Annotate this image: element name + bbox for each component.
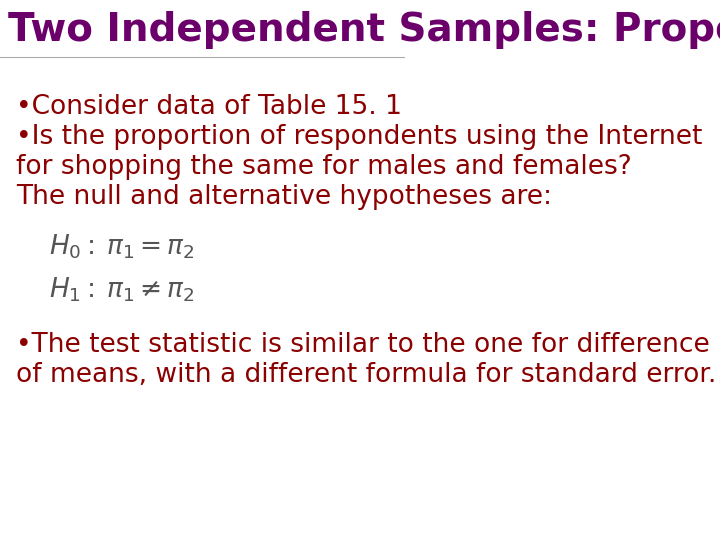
Text: The null and alternative hypotheses are:: The null and alternative hypotheses are: <box>16 184 552 210</box>
Text: •Consider data of Table 15. 1: •Consider data of Table 15. 1 <box>16 94 402 120</box>
Text: of means, with a different formula for standard error.: of means, with a different formula for s… <box>16 362 716 388</box>
Text: •Is the proportion of respondents using the Internet: •Is the proportion of respondents using … <box>16 124 703 150</box>
Text: •The test statistic is similar to the one for difference: •The test statistic is similar to the on… <box>16 332 710 358</box>
Text: Two Independent Samples: Proportions: Two Independent Samples: Proportions <box>8 11 720 49</box>
Text: $H_0:\: \pi_1 = \pi_2$: $H_0:\: \pi_1 = \pi_2$ <box>48 232 194 261</box>
Text: for shopping the same for males and females?: for shopping the same for males and fema… <box>16 154 632 180</box>
Text: $H_1:\: \pi_1 \neq \pi_2$: $H_1:\: \pi_1 \neq \pi_2$ <box>48 275 194 304</box>
